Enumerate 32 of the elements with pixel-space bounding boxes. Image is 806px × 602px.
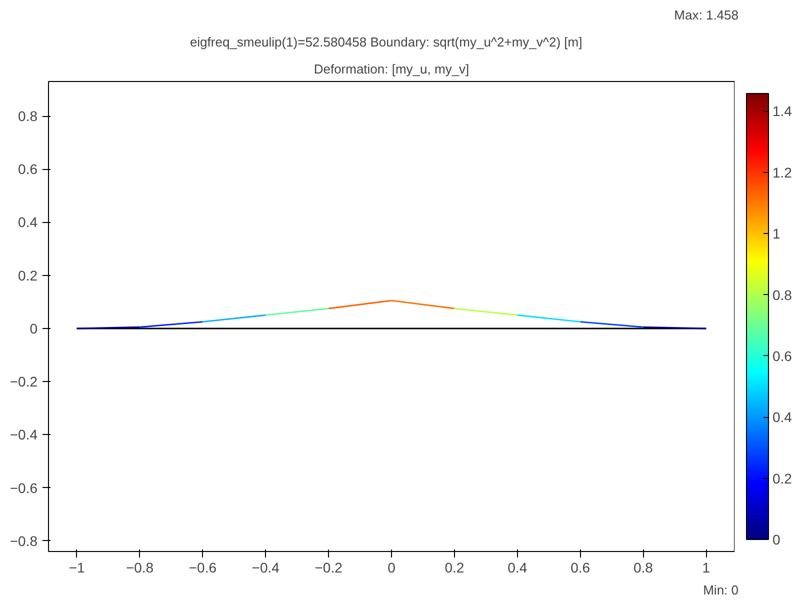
- text: Min: 0: [703, 582, 739, 598]
- x-tick-label: 0.4: [508, 560, 528, 576]
- x-tick-label: −0.4: [252, 560, 280, 576]
- y-tick-label: 0.8: [18, 108, 38, 124]
- x-tick-label: 0.2: [444, 560, 464, 576]
- color-bar-label: 0.2: [772, 470, 792, 486]
- x-tick-label: 0.8: [634, 560, 654, 576]
- text: Max: 1.458: [674, 8, 739, 22]
- color-bar-label: 0.8: [772, 286, 792, 303]
- color-bar-label: 0.6: [772, 348, 792, 364]
- color-bar-label: 0: [772, 532, 780, 548]
- y-tick-label: 0.2: [18, 267, 38, 284]
- x-tick-label: −0.8: [126, 560, 154, 576]
- x-tick-label: −0.6: [188, 560, 217, 576]
- y-tick-label: −0.6: [10, 480, 38, 496]
- x-tick-label: 0.6: [570, 560, 590, 576]
- y-tick-label: 0: [30, 320, 38, 336]
- x-tick-label: 1: [702, 560, 710, 576]
- y-tick-label: −0.8: [10, 532, 38, 549]
- y-tick-label: −0.4: [10, 426, 38, 443]
- y-tick-label: 0.6: [18, 161, 38, 178]
- chart-title: eigfreq_smeulip(1)=52.580458 Boundary: sqrt(my_u^2+my_v^2) [m]: [190, 34, 582, 50]
- color-bar-label: 1: [772, 226, 780, 242]
- x-tick-label: −1: [68, 560, 86, 576]
- chart-subtitle: Deformation: [my_u, my_v]: [314, 62, 470, 76]
- y-tick-label: −0.2: [10, 374, 38, 390]
- color-bar-label: 0.4: [772, 409, 792, 426]
- y-tick-label: 0.4: [18, 214, 38, 230]
- color-bar-label: 1.2: [772, 164, 792, 180]
- x-tick-label: 0: [388, 560, 396, 576]
- color-bar-label: 1.4: [772, 103, 792, 120]
- x-tick-label: −0.2: [314, 560, 343, 576]
